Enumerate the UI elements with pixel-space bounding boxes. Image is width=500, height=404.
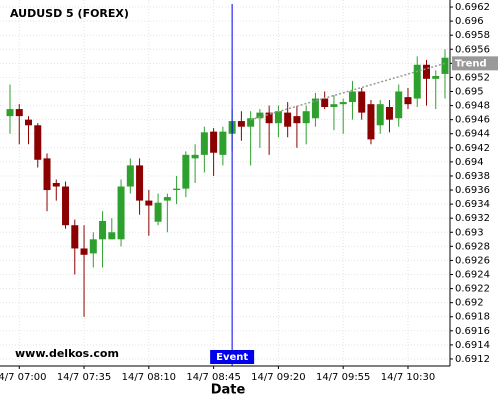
y-tick-label: 0.6952 xyxy=(455,72,490,83)
y-tick-label: 0.6924 xyxy=(455,270,490,281)
y-tick-label: 0.694 xyxy=(455,157,484,168)
x-tick-label: 14/7 07:00 xyxy=(0,372,46,383)
y-tick-label: 0.695 xyxy=(455,87,484,98)
candle-body xyxy=(358,91,366,113)
candle-body xyxy=(302,111,310,124)
y-tick-label: 0.6914 xyxy=(455,340,490,351)
y-tick-label: 0.6946 xyxy=(455,115,490,126)
candle-body xyxy=(256,112,264,119)
watermark: www.delkos.com xyxy=(15,347,119,360)
chart-title: AUDUSD 5 (FOREX) xyxy=(10,7,129,20)
candle-body xyxy=(145,200,153,206)
candle-body xyxy=(237,121,245,127)
candle-body xyxy=(385,106,393,120)
y-tick-label: 0.6912 xyxy=(455,354,490,365)
candle-body xyxy=(80,248,88,255)
candle-body xyxy=(6,109,14,117)
y-tick-label: 0.6962 xyxy=(455,2,490,13)
x-tick-label: 14/7 07:35 xyxy=(57,372,111,383)
label-layer: 0.6912 0.6914 0.6916 0.6918 0.692 0.6922 0.692… xyxy=(0,2,498,383)
x-tick-label: 14/7 09:55 xyxy=(316,372,370,383)
y-tick-label: 0.6928 xyxy=(455,241,490,252)
candle-body xyxy=(154,202,162,222)
candle-body xyxy=(136,165,144,201)
y-tick-label: 0.693 xyxy=(455,227,484,238)
y-tick-label: 0.6944 xyxy=(455,129,490,140)
candle-body xyxy=(117,186,125,240)
candle-layer xyxy=(6,4,449,366)
candle-body xyxy=(339,102,347,105)
y-tick-label: 0.6958 xyxy=(455,30,490,41)
candle-body xyxy=(321,98,329,107)
candle-body xyxy=(247,118,255,127)
candle-body xyxy=(219,131,227,155)
y-tick-label: 0.6936 xyxy=(455,185,490,196)
y-tick-label: 0.6934 xyxy=(455,199,490,210)
y-tick-label: 0.6926 xyxy=(455,255,490,266)
candle-body xyxy=(126,165,134,187)
y-tick-label: 0.692 xyxy=(455,298,484,309)
candle-body xyxy=(182,154,190,189)
candle-body xyxy=(52,183,60,187)
y-tick-label: 0.6918 xyxy=(455,312,490,323)
candle-body xyxy=(330,104,338,107)
candle-body xyxy=(367,104,375,140)
candle-body xyxy=(413,64,421,99)
candle-body xyxy=(108,232,116,240)
candle-body xyxy=(422,64,430,79)
candle-body xyxy=(441,57,449,74)
y-tick-label: 0.6938 xyxy=(455,171,490,182)
candle-body xyxy=(376,104,384,126)
y-tick-label: 0.6956 xyxy=(455,44,490,55)
candle-body xyxy=(293,116,301,124)
y-tick-label: 0.6916 xyxy=(455,326,490,337)
y-tick-label: 0.6942 xyxy=(455,143,490,154)
trend-label: Trend xyxy=(455,58,487,69)
candle-body xyxy=(395,91,403,119)
candle-body xyxy=(99,221,107,240)
x-tick-label: 14/7 09:20 xyxy=(251,372,305,383)
candle-body xyxy=(348,91,356,103)
candle-body xyxy=(265,112,273,124)
x-tick-label: 14/7 10:30 xyxy=(381,372,435,383)
candle-body xyxy=(200,132,208,155)
x-tick-label: 14/7 08:10 xyxy=(122,372,176,383)
trend-label-box xyxy=(452,56,498,71)
candle-body xyxy=(34,125,42,160)
candle-body xyxy=(15,109,23,117)
trend-line xyxy=(250,62,446,121)
x-axis-title: Date xyxy=(211,383,246,398)
candle-body xyxy=(404,97,412,105)
x-tick-label: 14/7 08:45 xyxy=(186,372,240,383)
candle-body xyxy=(274,111,282,124)
candle-body xyxy=(432,76,440,79)
y-tick-label: 0.6932 xyxy=(455,213,490,224)
candle-body xyxy=(71,225,79,249)
candle-body xyxy=(25,119,33,126)
candle-body xyxy=(284,112,292,127)
event-label: Event xyxy=(216,352,248,363)
y-tick-label: 0.6922 xyxy=(455,284,490,295)
y-tick-label: 0.696 xyxy=(455,16,484,27)
candle-body xyxy=(43,158,51,191)
candle-body xyxy=(191,154,199,159)
candle-body xyxy=(163,197,171,201)
candle-body xyxy=(173,188,181,191)
y-tick-label: 0.6948 xyxy=(455,101,490,112)
candle-body xyxy=(89,239,97,254)
candle-body xyxy=(62,186,70,226)
candle-body xyxy=(311,98,319,119)
candle-body xyxy=(210,131,218,153)
event-label-box xyxy=(210,350,255,364)
